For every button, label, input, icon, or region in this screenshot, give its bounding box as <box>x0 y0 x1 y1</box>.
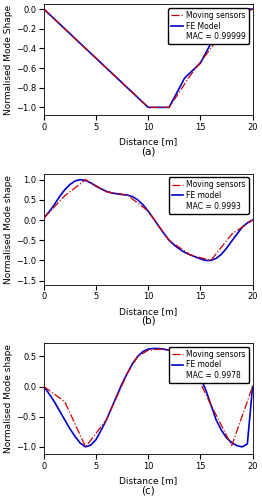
X-axis label: Distance [m]: Distance [m] <box>119 476 177 486</box>
Legend: Moving sensors, FE model, MAC = 0.9978: Moving sensors, FE model, MAC = 0.9978 <box>169 347 249 383</box>
Text: (c): (c) <box>141 485 155 495</box>
X-axis label: Distance [m]: Distance [m] <box>119 307 177 316</box>
X-axis label: Distance [m]: Distance [m] <box>119 138 177 146</box>
Legend: Moving sensors, FE model, MAC = 0.9993: Moving sensors, FE model, MAC = 0.9993 <box>169 178 249 214</box>
Text: (b): (b) <box>141 316 156 326</box>
Y-axis label: Normalised Mode shape: Normalised Mode shape <box>4 344 13 453</box>
Y-axis label: Normalised Mode shape: Normalised Mode shape <box>4 174 13 284</box>
Legend: Moving sensors, FE Model, MAC = 0.99999: Moving sensors, FE Model, MAC = 0.99999 <box>168 8 249 44</box>
Text: (a): (a) <box>141 146 155 156</box>
Y-axis label: Normalised Mode Shape: Normalised Mode Shape <box>4 4 13 115</box>
